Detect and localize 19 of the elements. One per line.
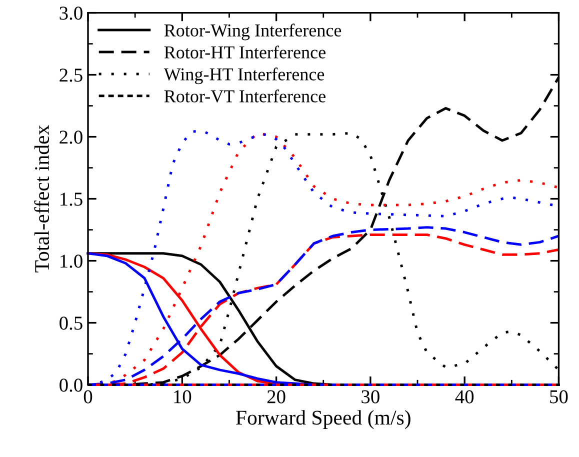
x-axis-title: Forward Speed (m/s) — [236, 410, 410, 429]
x-tick-label: 50 — [550, 390, 568, 404]
legend-label: Rotor-VT Interference — [164, 90, 326, 102]
y-tick-label: 2.5 — [60, 68, 82, 82]
y-tick-label: 1.5 — [60, 192, 82, 206]
y-tick-label: 1.0 — [60, 254, 82, 268]
x-tick-label: 0 — [84, 390, 92, 404]
y-axis-title: Total-effect index — [34, 125, 50, 272]
y-tick-label: 3.0 — [60, 6, 82, 20]
legend-label: Rotor-Wing Interference — [164, 24, 342, 40]
y-tick-label: 0.0 — [60, 378, 82, 392]
x-tick-label: 40 — [455, 390, 474, 404]
legend-label: Wing-HT Interference — [164, 68, 324, 84]
x-tick-label: 10 — [174, 390, 192, 404]
legend-label: Rotor-HT Interference — [164, 46, 326, 58]
x-tick-label: 30 — [362, 390, 380, 404]
y-tick-label: 0.5 — [60, 316, 82, 330]
x-tick-label: 20 — [267, 390, 286, 404]
y-tick-label: 2.0 — [60, 130, 82, 144]
